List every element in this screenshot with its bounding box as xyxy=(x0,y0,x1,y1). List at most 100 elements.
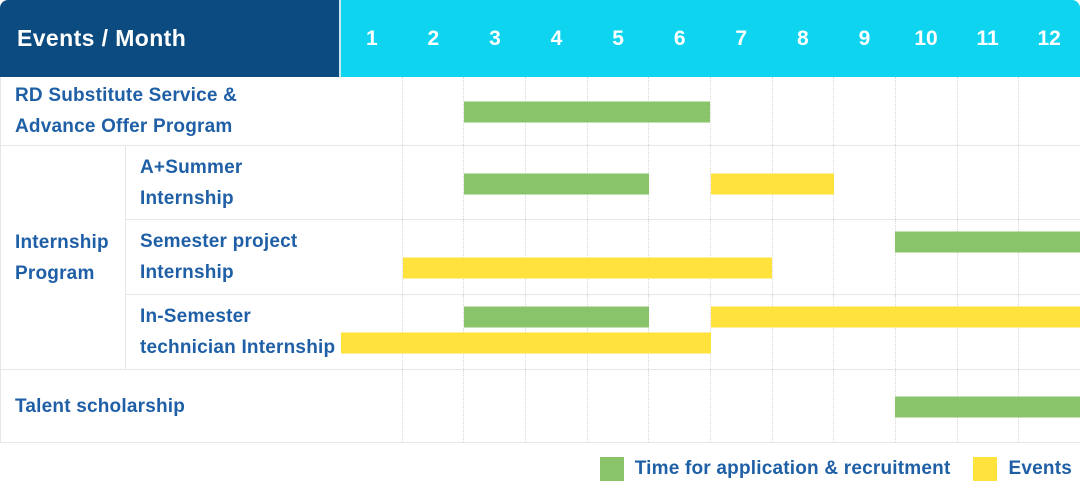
grid-col-month-5 xyxy=(586,220,649,294)
row-label-text: A+Summer xyxy=(140,156,243,178)
grid-col-month-7 xyxy=(710,77,772,145)
grid-col-month-2 xyxy=(401,370,464,442)
group-label-cell: Internship Program xyxy=(1,146,126,370)
row-label-text: technician Internship xyxy=(140,337,336,358)
row-label-text: Semester project xyxy=(140,231,298,252)
grid-col-month-9 xyxy=(833,295,895,369)
chart-row xyxy=(341,146,1080,219)
month-label-4: 4 xyxy=(550,26,563,50)
chart-row xyxy=(341,370,1080,442)
grid-col-month-4 xyxy=(525,220,587,294)
month-label-8: 8 xyxy=(796,26,809,50)
grid-col-month-12 xyxy=(1018,77,1080,145)
grid-col-month-1 xyxy=(341,220,402,294)
row-label-cell: Semester project Internship xyxy=(126,220,341,294)
chart-row xyxy=(341,220,1080,294)
group-rows: A+Summer Internship Semester project Intern… xyxy=(126,146,1080,370)
grid-col-month-6 xyxy=(648,220,710,294)
grid-col-month-5 xyxy=(586,295,649,369)
grid-col-month-6 xyxy=(648,295,710,369)
grid-col-month-12 xyxy=(1018,295,1080,369)
application-bar xyxy=(464,306,649,328)
row-label-text: RD Substitute Service & xyxy=(15,85,238,106)
application-bar xyxy=(895,396,1080,418)
grid-col-month-12 xyxy=(1018,220,1080,294)
month-label-3: 3 xyxy=(489,26,501,50)
table-title: Events / Month xyxy=(17,25,187,51)
table-row: Talent scholarship xyxy=(1,370,1080,443)
grid-col-month-11 xyxy=(956,220,1019,294)
grid-col-month-11 xyxy=(956,77,1019,145)
grid-col-month-6 xyxy=(648,146,710,219)
row-label-cell: RD Substitute Service & Advance Offer Pro… xyxy=(1,77,341,145)
table-row: RD Substitute Service & Advance Offer Pro… xyxy=(1,77,1080,146)
grid-col-month-10 xyxy=(895,77,957,145)
month-label-10: 10 xyxy=(914,26,938,50)
grid-col-month-3 xyxy=(463,146,525,219)
row-label-text: Internship xyxy=(140,262,234,283)
events-month-header-cell: Events / Month xyxy=(0,0,341,77)
chart-row xyxy=(341,77,1080,145)
grid-col-month-4 xyxy=(525,295,587,369)
grid-col-month-10 xyxy=(895,146,957,219)
legend-item-application: Time for application & recruitment xyxy=(599,456,951,481)
events-swatch xyxy=(973,456,998,481)
month-label-5: 5 xyxy=(612,26,624,50)
month-label-12: 12 xyxy=(1037,26,1061,50)
grid-col-month-1 xyxy=(341,370,402,442)
grid-col-month-8 xyxy=(771,220,834,294)
month-header: 1 2 3 4 5 6 7 8 9 10 11 12 xyxy=(341,0,1080,77)
events-bar xyxy=(341,332,711,354)
grid-col-month-10 xyxy=(895,220,957,294)
grid-col-month-3 xyxy=(463,77,525,145)
group-block: Internship Program A+Summer Internship Semes… xyxy=(1,146,1080,370)
grid-col-month-9 xyxy=(833,370,895,442)
month-label-6: 6 xyxy=(673,26,686,50)
events-bar xyxy=(402,257,773,279)
legend-label: Events xyxy=(1008,457,1072,479)
grid-col-month-8 xyxy=(771,77,834,145)
grid-col-month-11 xyxy=(956,146,1019,219)
grid-col-month-7 xyxy=(710,295,772,369)
row-label-text: Internship xyxy=(15,231,109,253)
grid-col-month-1 xyxy=(341,146,402,219)
table-row: Semester project Internship xyxy=(126,220,1080,295)
chart-row xyxy=(341,295,1080,369)
grid-col-month-2 xyxy=(401,220,464,294)
grid-col-month-11 xyxy=(956,295,1019,369)
row-label-cell: A+Summer Internship xyxy=(126,146,341,219)
month-label-2: 2 xyxy=(427,26,440,50)
row-label-cell: In-Semester technician Internship xyxy=(126,295,341,369)
grid-col-month-5 xyxy=(586,370,649,442)
row-label-text: Internship xyxy=(140,187,234,209)
grid-col-month-2 xyxy=(401,77,464,145)
table-row: A+Summer Internship xyxy=(126,146,1080,220)
row-label-text: Program xyxy=(15,262,95,284)
legend: Time for application & recruitment Events xyxy=(0,443,1080,494)
application-bar xyxy=(895,231,1080,253)
grid-col-month-2 xyxy=(401,295,464,369)
gantt-body: RD Substitute Service & Advance Offer Pro… xyxy=(0,77,1080,443)
grid-col-month-6 xyxy=(648,370,710,442)
grid-col-month-2 xyxy=(401,146,464,219)
row-label-cell: Talent scholarship xyxy=(1,370,341,442)
grid-col-month-4 xyxy=(525,370,587,442)
application-bar xyxy=(464,101,711,123)
month-label-9: 9 xyxy=(858,26,871,50)
table-header-row: Events / Month 1 2 3 4 5 6 7 8 9 10 11 12 xyxy=(0,0,1080,77)
grid-col-month-12 xyxy=(1018,146,1080,219)
grid-col-month-9 xyxy=(833,146,895,219)
grid-col-month-7 xyxy=(710,220,772,294)
grid-col-month-3 xyxy=(463,220,525,294)
grid-col-month-8 xyxy=(771,295,834,369)
month-label-11: 11 xyxy=(976,26,999,50)
grid-col-month-3 xyxy=(463,370,525,442)
row-label-text: In-Semester xyxy=(140,306,251,327)
month-label-1: 1 xyxy=(365,26,378,50)
application-swatch xyxy=(599,456,624,481)
legend-item-events: Events xyxy=(973,456,1072,481)
grid-col-month-10 xyxy=(895,295,957,369)
row-label-text: Advance Offer Program xyxy=(15,116,233,137)
row-label-text: Talent scholarship xyxy=(15,395,186,417)
